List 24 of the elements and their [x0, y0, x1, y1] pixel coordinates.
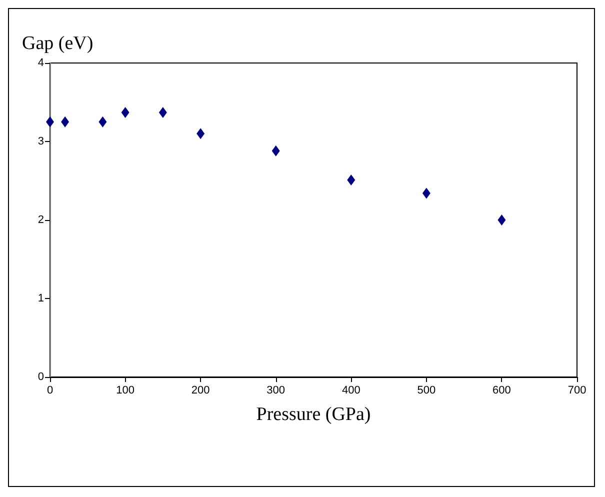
x-tick-label: 400 [342, 384, 360, 396]
point [272, 145, 280, 156]
y-tick-label: 1 [38, 292, 44, 304]
y-axis-title: Gap (eV) [22, 33, 94, 54]
point [121, 106, 130, 118]
point [158, 106, 167, 118]
x-tick-label: 500 [417, 384, 436, 396]
y-tick-label: 4 [38, 57, 44, 69]
x-tick-label: 200 [191, 384, 210, 396]
x-tick-label: 0 [46, 384, 54, 396]
y-tick-label: 3 [38, 136, 44, 148]
x-tick-label: 700 [568, 384, 586, 396]
point [61, 116, 70, 128]
point [347, 174, 356, 186]
point [422, 188, 430, 199]
x-tick-label: 300 [266, 384, 286, 396]
x-tick-label: 600 [492, 384, 511, 396]
x-axis-title: Pressure (GPa) [256, 404, 371, 425]
point [196, 128, 205, 140]
y-tick-label: 2 [38, 214, 44, 226]
point [98, 116, 107, 128]
y-tick-label: 0 [38, 371, 44, 383]
point [498, 214, 506, 226]
x-tick-label: 100 [116, 384, 134, 396]
